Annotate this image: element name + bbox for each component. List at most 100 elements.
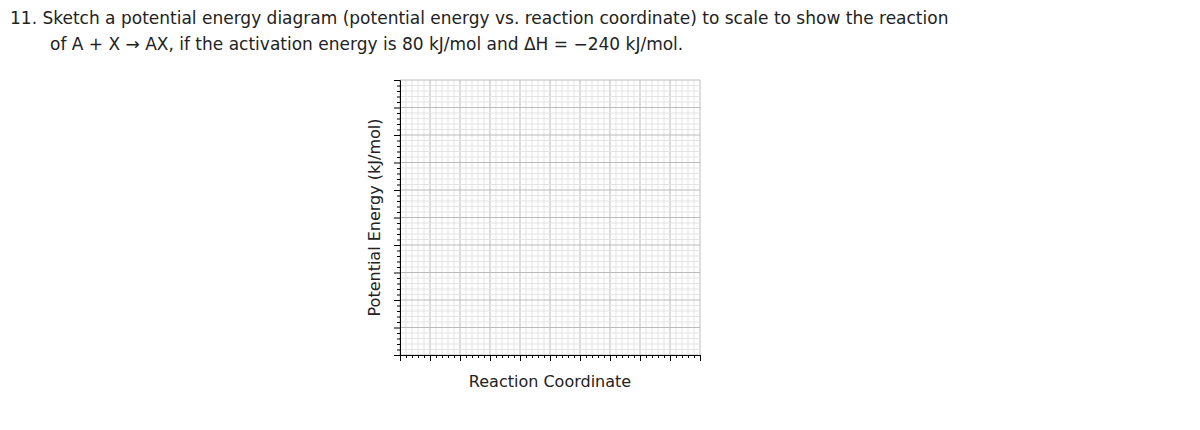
- x-tick: [406, 355, 407, 358]
- y-grid-line: [400, 223, 700, 224]
- x-tick: [634, 355, 635, 358]
- y-grid-line: [400, 179, 700, 180]
- y-tick-mark: [394, 300, 400, 301]
- y-tick-mark: [397, 207, 400, 208]
- y-tick: [397, 295, 400, 296]
- x-tick: [526, 355, 527, 358]
- y-grid-line: [400, 201, 700, 202]
- y-tick: [397, 322, 400, 323]
- y-grid-line: [400, 157, 700, 158]
- y-grid-line: [400, 168, 700, 169]
- y-tick-mark: [397, 196, 400, 197]
- y-tick-mark: [397, 152, 400, 153]
- y-grid-line: [400, 300, 700, 301]
- x-tick-mark: [592, 355, 593, 358]
- y-tick: [397, 174, 400, 175]
- x-tick-mark: [586, 355, 587, 358]
- x-tick: [472, 355, 473, 358]
- y-tick-mark: [397, 212, 400, 213]
- subtitle: of A + X → AX, if the activation energy …: [50, 34, 683, 54]
- x-tick: [640, 355, 641, 361]
- y-tick-mark: [397, 295, 400, 296]
- y-tick: [397, 267, 400, 268]
- y-tick: [397, 333, 400, 334]
- x-tick: [412, 355, 413, 358]
- y-grid-line: [400, 283, 700, 284]
- x-tick: [562, 355, 563, 358]
- y-tick-mark: [397, 267, 400, 268]
- x-tick-mark: [412, 355, 413, 358]
- y-tick: [397, 113, 400, 114]
- x-tick-mark: [538, 355, 539, 358]
- x-tick: [622, 355, 623, 358]
- y-tick: [397, 146, 400, 147]
- y-grid-line: [400, 261, 700, 262]
- y-tick: [397, 141, 400, 142]
- x-tick-mark: [484, 355, 485, 358]
- y-tick-mark: [397, 141, 400, 142]
- x-tick-mark: [658, 355, 659, 358]
- y-tick: [397, 91, 400, 92]
- y-tick: [397, 201, 400, 202]
- y-tick-mark: [394, 163, 400, 164]
- chart: 11. Sketch a potential energy diagram (p…: [0, 0, 1200, 430]
- x-tick-mark: [652, 355, 653, 358]
- y-grid-line: [400, 113, 700, 114]
- y-tick-mark: [397, 185, 400, 186]
- x-tick: [676, 355, 677, 358]
- y-grid-line: [400, 195, 700, 196]
- y-tick-mark: [397, 251, 400, 252]
- y-grid-line: [400, 85, 700, 86]
- y-tick-mark: [397, 284, 400, 285]
- x-tick-mark: [664, 355, 665, 358]
- x-tick: [514, 355, 515, 358]
- x-tick: [448, 355, 449, 358]
- y-axis-title: Potential Energy (kJ/mol): [365, 119, 384, 317]
- y-grid-line: [400, 124, 700, 125]
- x-tick-mark: [646, 355, 647, 358]
- y-grid-line: [400, 118, 700, 119]
- x-tick-mark: [496, 355, 497, 358]
- x-tick-mark: [700, 355, 701, 361]
- x-tick: [670, 355, 671, 361]
- y-tick: [397, 344, 400, 345]
- x-tick-mark: [478, 355, 479, 358]
- y-tick: [397, 168, 400, 169]
- x-tick: [538, 355, 539, 358]
- x-tick: [700, 355, 701, 361]
- y-tick-mark: [394, 190, 400, 191]
- y-tick: [397, 124, 400, 125]
- x-tick-mark: [466, 355, 467, 358]
- y-grid-line: [400, 289, 700, 290]
- y-tick-mark: [397, 333, 400, 334]
- x-tick: [454, 355, 455, 358]
- x-tick-mark: [532, 355, 533, 358]
- x-tick: [610, 355, 611, 361]
- y-tick: [397, 339, 400, 340]
- x-tick: [574, 355, 575, 358]
- x-tick: [460, 355, 461, 361]
- x-tick-mark: [544, 355, 545, 358]
- y-tick: [397, 179, 400, 180]
- y-grid-line: [400, 327, 700, 328]
- y-grid-line: [400, 344, 700, 345]
- y-tick: [394, 163, 400, 164]
- y-grid-line: [400, 349, 700, 350]
- y-tick: [394, 273, 400, 274]
- y-tick-mark: [397, 289, 400, 290]
- x-tick-mark: [616, 355, 617, 358]
- y-tick: [397, 196, 400, 197]
- y-grid-line: [400, 294, 700, 295]
- y-tick-mark: [397, 124, 400, 125]
- x-tick-mark: [556, 355, 557, 358]
- x-tick-mark: [520, 355, 521, 361]
- y-grid-line: [400, 173, 700, 174]
- y-tick: [397, 157, 400, 158]
- x-tick-mark: [676, 355, 677, 358]
- x-tick: [484, 355, 485, 358]
- y-tick: [397, 311, 400, 312]
- y-tick-mark: [397, 278, 400, 279]
- x-tick-mark: [622, 355, 623, 358]
- y-grid-line: [400, 107, 700, 108]
- y-tick-mark: [397, 350, 400, 351]
